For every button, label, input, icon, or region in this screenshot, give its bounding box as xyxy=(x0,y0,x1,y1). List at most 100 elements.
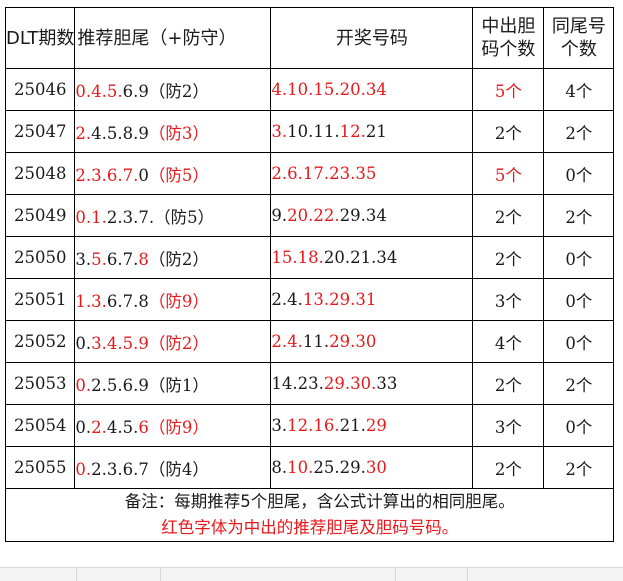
header-hit-count: 中出胆 码个数 xyxy=(472,7,545,69)
table-row: 25049 0.1.2.3.7.（防5） 9.20.22.29.34 2个 2个 xyxy=(4,194,615,237)
number-segment: 13.29.31 xyxy=(302,290,377,309)
tail-segment: 8 xyxy=(138,249,149,269)
hit-count-cell: 5个 xyxy=(472,68,545,111)
tail-segment: 2.5.6.9（防1） xyxy=(91,375,209,395)
same-tail-count-cell: 0个 xyxy=(543,278,615,321)
number-segment: 21 xyxy=(365,122,387,141)
header-recommended-tails: 推荐胆尾（+防守） xyxy=(74,7,272,69)
tail-segment: 3.7.（防5） xyxy=(122,207,215,227)
same-tail-count-cell: 4个 xyxy=(543,68,615,111)
table-row: 25048 2.3.6.7.0（防5） 2.6.17.23.35 5个 0个 xyxy=(4,152,615,195)
same-tail-count-cell: 2个 xyxy=(543,110,615,153)
same-tail-count-cell: 0个 xyxy=(543,152,615,195)
number-segment: 10.11. xyxy=(287,122,340,141)
number-segment: 21. xyxy=(339,416,366,435)
recommended-tails-cell: 0.4.5.6.9（防2） xyxy=(74,68,272,111)
hit-count-cell: 2个 xyxy=(472,236,545,279)
number-segment: 29.30 xyxy=(329,332,377,351)
table-row: 25046 0.4.5.6.9（防2） 4.10.15.20.34 5个 4个 xyxy=(4,68,615,111)
number-segment: 33 xyxy=(376,374,398,393)
issue-cell: 25054 xyxy=(4,404,76,447)
table-row: 25053 0.2.5.6.9（防1） 14.23.29.30.33 2个 2个 xyxy=(4,362,615,405)
draw-numbers-cell: 9.20.22.29.34 xyxy=(270,194,474,237)
number-segment: 30 xyxy=(365,458,387,477)
same-tail-count-cell: 2个 xyxy=(543,194,615,237)
number-segment: 8. xyxy=(271,458,288,477)
tail-segment: 2. xyxy=(91,417,107,437)
recommended-tails-cell: 2.4.5.8.9（防3） xyxy=(74,110,272,153)
hit-count-cell: 2个 xyxy=(472,446,545,489)
lottery-table: DLT期数 推荐胆尾（+防守） 开奖号码 中出胆 码个数 同尾号 个数 2504… xyxy=(4,7,615,542)
hit-count-cell: 4个 xyxy=(472,320,545,363)
issue-cell: 25048 xyxy=(4,152,76,195)
issue-cell: 25052 xyxy=(4,320,76,363)
recommended-tails-cell: 3.5.6.7.8（防2） xyxy=(74,236,272,279)
recommended-tails-cell: 0.2.3.6.7（防4） xyxy=(74,446,272,489)
table-row: 25054 0.2.4.5.6（防9） 3.12.16.21.29 3个 0个 xyxy=(4,404,615,447)
header-same-tail-line2: 个数 xyxy=(560,39,597,60)
recommended-tails-cell: 1.3.6.7.8（防9） xyxy=(74,278,272,321)
header-draw-numbers: 开奖号码 xyxy=(270,7,474,69)
tail-segment: 0. xyxy=(75,375,92,395)
same-tail-count-cell: 0个 xyxy=(543,236,615,279)
tail-segment: 3. xyxy=(75,249,92,269)
number-segment: 4.10.15.20.34 xyxy=(271,80,387,99)
tail-segment: 0.1. xyxy=(75,207,107,227)
tail-segment: 3.4.5.9 xyxy=(91,333,149,353)
tail-segment: 6.9（防2） xyxy=(122,81,209,101)
issue-cell: 25053 xyxy=(4,362,76,405)
issue-cell: 25050 xyxy=(4,236,76,279)
issue-cell: 25051 xyxy=(4,278,76,321)
recommended-tails-cell: 2.3.6.7.0（防5） xyxy=(74,152,272,195)
number-segment: 2.4. xyxy=(271,290,303,309)
table-row: 25051 1.3.6.7.8（防9） 2.4.13.29.31 3个 0个 xyxy=(4,278,615,321)
number-segment: 3. xyxy=(271,122,288,141)
number-segment: 25.29. xyxy=(313,458,366,477)
number-segment: 9. xyxy=(271,206,288,225)
note-row: 备注：每期推荐5个胆尾，含公式计算出的相同胆尾。 红色字体为中出的推荐胆尾及胆码… xyxy=(4,488,615,542)
recommended-tails-cell: 0.1.2.3.7.（防5） xyxy=(74,194,272,237)
tail-segment: 0. xyxy=(75,333,92,353)
number-segment: 20.22. xyxy=(287,206,340,225)
header-issue: DLT期数 xyxy=(4,7,76,69)
hit-count-cell: 2个 xyxy=(472,194,545,237)
same-tail-count-cell: 2个 xyxy=(543,446,615,489)
hit-count-cell: 3个 xyxy=(472,278,545,321)
number-segment: 14.23. xyxy=(271,374,324,393)
tail-segment: 6.7.8 xyxy=(106,291,149,311)
number-segment: 12. xyxy=(339,122,366,141)
draw-numbers-cell: 3.10.11.12.21 xyxy=(270,110,474,153)
draw-numbers-cell: 15.18.20.21.34 xyxy=(270,236,474,279)
hit-count-cell: 3个 xyxy=(472,404,545,447)
hit-count-cell: 5个 xyxy=(472,152,545,195)
number-segment: 20.21.34 xyxy=(323,248,398,267)
draw-numbers-cell: 2.4.11.29.30 xyxy=(270,320,474,363)
header-hit-count-line1: 中出胆 xyxy=(481,16,536,37)
tail-segment: （防3） xyxy=(148,123,209,143)
same-tail-count-cell: 0个 xyxy=(543,404,615,447)
number-segment: 2.4. xyxy=(271,332,303,351)
tail-segment: 0. xyxy=(75,417,92,437)
number-segment: 29.34 xyxy=(339,206,387,225)
number-segment: 29.30. xyxy=(323,374,377,393)
tail-segment: （防2） xyxy=(148,249,209,269)
issue-cell: 25047 xyxy=(4,110,76,153)
draw-numbers-cell: 8.10.25.29.30 xyxy=(270,446,474,489)
number-segment: 15.18. xyxy=(271,248,324,267)
issue-cell: 25049 xyxy=(4,194,76,237)
note-cell: 备注：每期推荐5个胆尾，含公式计算出的相同胆尾。 红色字体为中出的推荐胆尾及胆码… xyxy=(4,488,615,542)
header-same-tail-count: 同尾号 个数 xyxy=(543,7,615,69)
draw-numbers-cell: 2.6.17.23.35 xyxy=(270,152,474,195)
tail-segment: 2. xyxy=(75,123,92,143)
table-row: 25050 3.5.6.7.8（防2） 15.18.20.21.34 2个 0个 xyxy=(4,236,615,279)
tail-segment: 5. xyxy=(91,249,107,269)
header-hit-count-line2: 码个数 xyxy=(481,39,536,60)
tail-segment: 0 xyxy=(138,165,149,185)
number-segment: 2.6.17.23.35 xyxy=(271,164,377,183)
tail-segment: 4.5. xyxy=(106,417,139,437)
same-tail-count-cell: 0个 xyxy=(543,320,615,363)
issue-cell: 25046 xyxy=(4,68,76,111)
tail-segment: 6.7. xyxy=(106,249,139,269)
header-same-tail-line1: 同尾号 xyxy=(551,16,606,37)
